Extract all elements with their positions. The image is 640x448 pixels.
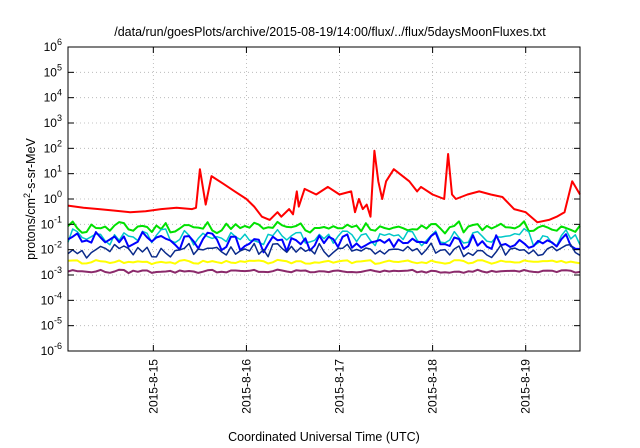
series-line-1 bbox=[67, 149, 581, 224]
x-tick-label: 2015-8-16 bbox=[239, 359, 253, 414]
y-tick-label: 10-4 bbox=[41, 290, 62, 307]
series-group bbox=[67, 149, 581, 275]
y-tick-label: 102 bbox=[44, 138, 62, 155]
y-tick-label: 100 bbox=[44, 189, 62, 206]
x-tick-label: 2015-8-15 bbox=[146, 359, 160, 414]
y-tick-label: 106 bbox=[44, 37, 62, 54]
y-tick-label: 10-1 bbox=[41, 214, 62, 231]
y-axis: 10-6 10-5 10-4 10-3 10-2 10-1 100 101 102 103 104 1… bbox=[41, 37, 580, 358]
series-line-6 bbox=[67, 258, 581, 266]
series-line-2 bbox=[67, 220, 581, 235]
series-line-5 bbox=[67, 242, 581, 259]
y-tick-label: 10-3 bbox=[41, 265, 62, 282]
y-tick-label: 10-5 bbox=[41, 316, 62, 333]
y-axis-label: protons/cm2-s-sr-MeV bbox=[22, 137, 38, 259]
y-tick-label: 10-6 bbox=[41, 341, 62, 358]
x-tick-label: 2015-8-18 bbox=[426, 359, 440, 414]
y-tick-label: 103 bbox=[44, 113, 62, 130]
x-tick-label: 2015-8-19 bbox=[519, 359, 533, 414]
x-tick-label: 2015-8-17 bbox=[333, 359, 347, 414]
x-axis-label: Coordinated Universal Time (UTC) bbox=[228, 430, 420, 444]
y-tick-label: 105 bbox=[44, 62, 62, 79]
y-tick-label: 104 bbox=[44, 88, 62, 105]
x-axis: 2015-8-15 2015-8-16 2015-8-17 2015-8-18 2015… bbox=[146, 47, 533, 414]
y-tick-label: 10-2 bbox=[41, 240, 62, 257]
series-line-7 bbox=[67, 268, 581, 275]
series-line-4 bbox=[67, 231, 581, 254]
chart-title: /data/run/goesPlots/archive/2015-08-19/1… bbox=[114, 25, 546, 39]
y-tick-label: 101 bbox=[44, 164, 62, 181]
